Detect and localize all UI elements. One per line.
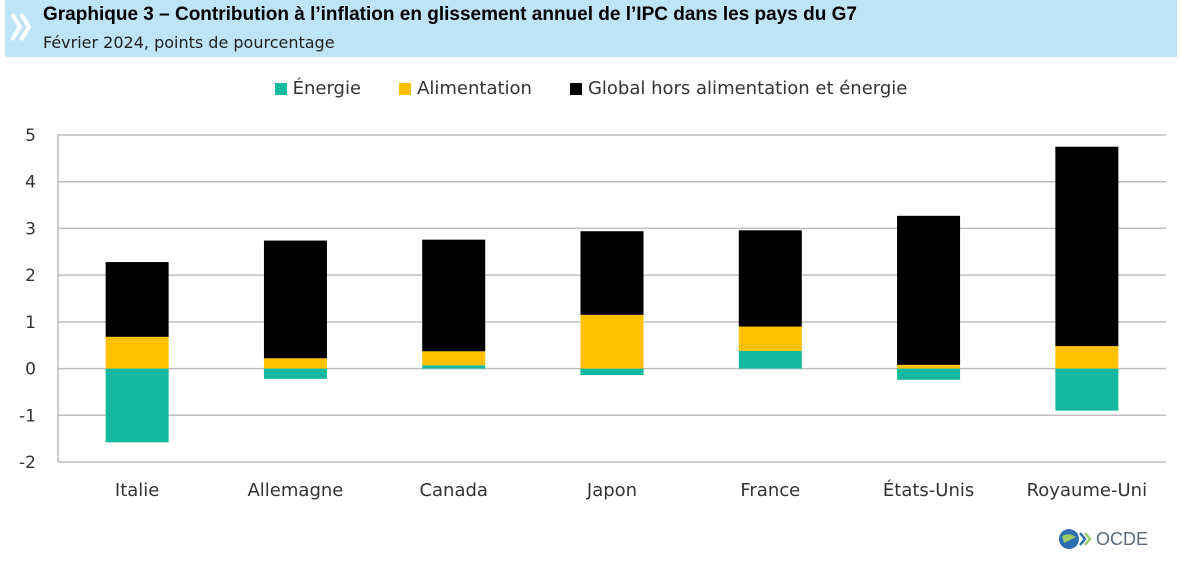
bar-segment-global-hors-alimentation-et-nergie (1055, 146, 1119, 347)
chart-header: Graphique 3 – Contribution à l’inflation… (5, 0, 1177, 57)
oecd-logo-text: OCDE (1096, 528, 1149, 549)
y-tick-label: 2 (25, 266, 36, 286)
y-tick-label: 5 (25, 126, 36, 146)
stacked-bar-chart: -2 -1 0 1 2 3 4 5 Italie Allemagne Canada Japon Fran… (19, 126, 1166, 501)
bar-segment-alimentation (1055, 346, 1119, 369)
legend-item-energie: Énergie (274, 78, 362, 99)
bar-segment-alimentation (422, 351, 486, 366)
bar-segment--nergie (580, 368, 644, 376)
legend-label-alimentation: Alimentation (417, 78, 532, 99)
bar-segment-alimentation (105, 336, 169, 369)
legend-item-global: Global hors alimentation et énergie (569, 78, 908, 99)
bar-segment-alimentation (897, 364, 961, 369)
x-tick-label: Japon (586, 480, 637, 501)
bar-segment--nergie (263, 368, 327, 379)
bar-segment-global-hors-alimentation-et-nergie (105, 262, 169, 337)
bar-segment-global-hors-alimentation-et-nergie (263, 240, 327, 359)
chart-subtitle: Février 2024, points de pourcentage (43, 33, 335, 52)
x-tick-label: France (740, 480, 800, 501)
legend-item-alimentation: Alimentation (399, 78, 532, 99)
legend-label-energie: Énergie (292, 78, 362, 99)
x-tick-label: Italie (115, 480, 159, 501)
x-tick-label: Allemagne (247, 480, 343, 501)
bar-segment-global-hors-alimentation-et-nergie (422, 239, 486, 352)
legend-swatch-energie (274, 82, 287, 95)
x-tick-label: Canada (419, 480, 488, 501)
y-tick-label: 4 (25, 173, 36, 193)
chart-legend: Énergie Alimentation Global hors aliment… (0, 78, 1182, 99)
bar-segment--nergie (105, 368, 169, 443)
bar-segment--nergie (738, 350, 802, 369)
oecd-logo: OCDE (1058, 528, 1148, 550)
bar-segment-global-hors-alimentation-et-nergie (738, 230, 802, 327)
y-tick-label: 0 (25, 360, 36, 380)
bar-segment--nergie (897, 368, 961, 380)
chart-title: Graphique 3 – Contribution à l’inflation… (43, 4, 857, 25)
y-tick-label: 1 (25, 313, 36, 333)
oecd-globe-icon (1059, 529, 1092, 549)
y-tick-label: -1 (19, 406, 36, 426)
chevron-double-icon (10, 12, 32, 42)
legend-label-global: Global hors alimentation et énergie (587, 78, 908, 99)
legend-swatch-global (569, 82, 582, 95)
x-tick-label: Royaume-Uni (1027, 480, 1148, 501)
bar-segment-global-hors-alimentation-et-nergie (897, 215, 961, 365)
bar-segment-alimentation (738, 326, 802, 351)
y-tick-label: 3 (25, 219, 36, 239)
bar-segment--nergie (422, 365, 486, 369)
y-tick-label: -2 (19, 453, 36, 473)
x-tick-label: États-Unis (883, 479, 974, 501)
bar-segment--nergie (1055, 368, 1119, 411)
bar-segment-alimentation (580, 314, 644, 369)
bar-segment-alimentation (263, 358, 327, 369)
bar-segment-global-hors-alimentation-et-nergie (580, 231, 644, 315)
legend-swatch-alimentation (399, 82, 412, 95)
